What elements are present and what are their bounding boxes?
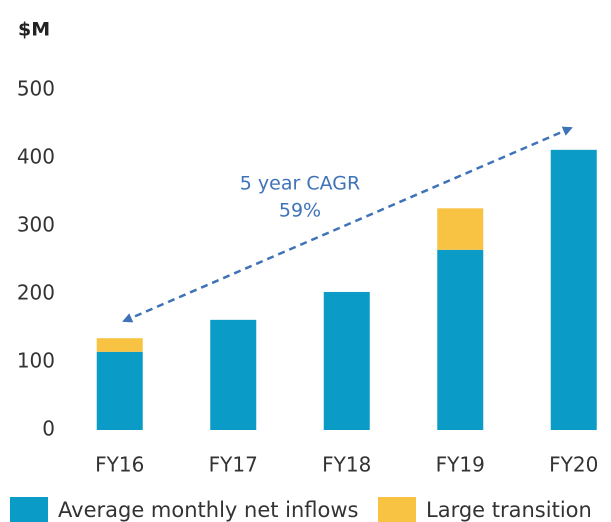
y-tick-label: 500 xyxy=(17,77,55,101)
x-tick-label: FY18 xyxy=(322,453,371,477)
legend-label: Large transition xyxy=(426,498,592,522)
x-tick-label: FY20 xyxy=(549,453,598,477)
y-tick-label: 200 xyxy=(17,281,55,305)
legend-label: Average monthly net inflows xyxy=(58,498,358,522)
bar-segment xyxy=(96,351,143,430)
x-tick-label: FY17 xyxy=(209,453,258,477)
bar-segment xyxy=(437,249,484,430)
y-axis-label: $M xyxy=(18,19,50,41)
bar-segment xyxy=(96,338,143,352)
legend-swatch xyxy=(378,497,416,522)
annotation: 59% xyxy=(279,200,321,222)
bar-segment xyxy=(323,291,370,430)
y-tick-label: 100 xyxy=(17,349,55,373)
legend-swatch xyxy=(10,497,48,522)
bar-segment xyxy=(437,208,484,250)
x-tick-label: FY16 xyxy=(95,453,144,477)
x-tick-label: FY19 xyxy=(436,453,485,477)
cagr-arrow xyxy=(122,126,573,323)
y-tick-label: 0 xyxy=(42,417,55,441)
bar-segment xyxy=(210,319,257,430)
y-tick-label: 400 xyxy=(17,145,55,169)
bar-segment xyxy=(550,149,597,430)
annotation: 5 year CAGR xyxy=(240,173,360,195)
y-tick-label: 300 xyxy=(17,213,55,237)
